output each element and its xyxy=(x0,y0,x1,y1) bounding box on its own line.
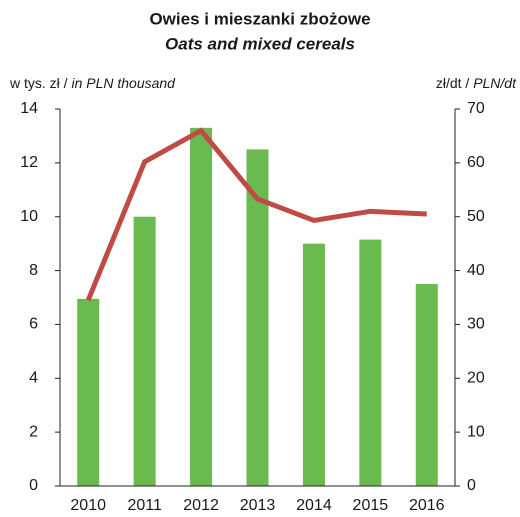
y-tick-label: 4 xyxy=(29,370,38,387)
bar xyxy=(359,239,382,486)
y2-tick-label: 30 xyxy=(467,316,485,333)
y2-tick-label: 40 xyxy=(467,262,485,279)
y2-tick-label: 70 xyxy=(467,100,485,117)
chart-title: Owies i mieszanki zbożowe xyxy=(149,9,370,28)
x-tick-label: 2016 xyxy=(409,497,445,514)
y2-tick-label: 50 xyxy=(467,208,485,225)
bar xyxy=(190,127,213,486)
bar xyxy=(246,149,269,486)
x-tick-label: 2010 xyxy=(70,497,106,514)
y-tick-label: 2 xyxy=(29,423,38,440)
y2-tick-label: 60 xyxy=(467,154,485,171)
bar xyxy=(302,243,325,486)
chart-subtitle: Oats and mixed cereals xyxy=(165,34,355,53)
y2-tick-label: 10 xyxy=(467,423,485,440)
bar xyxy=(133,216,156,486)
bar xyxy=(415,284,438,486)
line xyxy=(85,127,427,302)
y-tick-label: 8 xyxy=(29,262,38,279)
y-axis-label: w tys. zł / in PLN thousand xyxy=(9,75,176,91)
x-tick-label: 2015 xyxy=(353,497,389,514)
y2-axis-label: zł/dt / PLN/dt xyxy=(436,75,517,91)
x-tick-label: 2014 xyxy=(296,497,332,514)
y2-tick-label: 0 xyxy=(467,477,476,494)
y2-axis-label-en: PLN/dt xyxy=(473,75,517,91)
x-tick-label: 2011 xyxy=(127,497,162,514)
y2-axis-label-pl: zł/dt / xyxy=(436,75,470,91)
y-axis-label-en: in PLN thousand xyxy=(71,75,176,91)
y-tick-label: 0 xyxy=(29,477,38,494)
y-tick-label: 6 xyxy=(29,316,38,333)
x-tick-label: 2012 xyxy=(183,497,219,514)
x-tick-label: 2013 xyxy=(240,497,276,514)
y-tick-label: 10 xyxy=(20,208,38,225)
y-tick-label: 14 xyxy=(20,100,38,117)
y2-tick-label: 20 xyxy=(467,370,485,387)
bar xyxy=(77,298,100,486)
y-tick-label: 12 xyxy=(20,154,38,171)
y-axis-label-pl: w tys. zł / xyxy=(9,75,68,91)
